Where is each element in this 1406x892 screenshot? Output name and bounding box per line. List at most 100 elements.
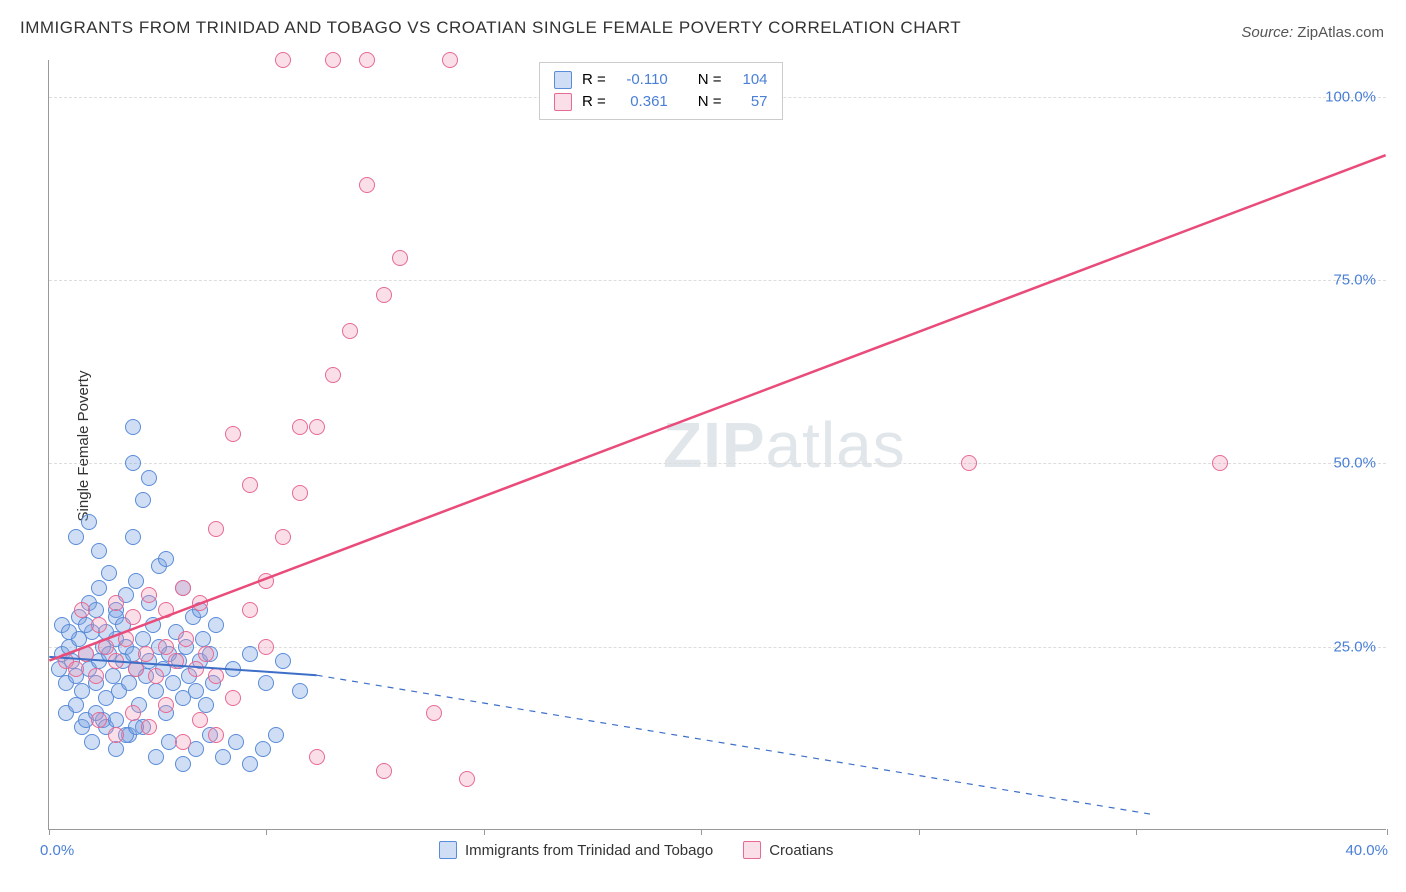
data-point [292,683,308,699]
legend-label: Croatians [769,842,833,859]
data-point [91,712,107,728]
data-point [108,712,124,728]
data-point [98,639,114,655]
data-point [225,426,241,442]
data-point [118,631,134,647]
source-attribution: Source: ZipAtlas.com [1241,24,1384,41]
data-point [376,763,392,779]
data-point [275,52,291,68]
data-point [292,485,308,501]
data-point [258,573,274,589]
data-point [292,419,308,435]
gridline [49,280,1386,281]
legend-swatch [439,841,457,859]
data-point [141,587,157,603]
data-point [101,565,117,581]
data-point [359,52,375,68]
r-value: 0.361 [616,91,668,113]
legend-item: Croatians [743,841,833,859]
data-point [125,609,141,625]
data-point [135,492,151,508]
legend-item: Immigrants from Trinidad and Tobago [439,841,713,859]
data-point [376,287,392,303]
data-point [392,250,408,266]
x-axis-first-label: 0.0% [40,842,74,859]
data-point [192,595,208,611]
data-point [208,617,224,633]
data-point [141,470,157,486]
data-point [125,529,141,545]
data-point [426,705,442,721]
data-point [78,646,94,662]
y-tick-label: 100.0% [1325,88,1376,105]
data-point [198,697,214,713]
source-value: ZipAtlas.com [1297,24,1384,41]
data-point [165,675,181,691]
data-point [208,668,224,684]
data-point [359,177,375,193]
legend-row: R =0.361N =57 [554,91,768,113]
data-point [309,749,325,765]
data-point [68,661,84,677]
data-point [228,734,244,750]
x-tick-mark [701,829,702,835]
data-point [105,668,121,684]
data-point [242,477,258,493]
trend-lines [49,60,1386,829]
correlation-legend: R =-0.110N =104R =0.361N =57 [539,62,783,120]
r-label: R = [582,69,606,91]
chart-title: IMMIGRANTS FROM TRINIDAD AND TOBAGO VS C… [20,18,961,38]
data-point [1212,455,1228,471]
legend-swatch [554,71,572,89]
data-point [168,653,184,669]
data-point [128,573,144,589]
data-point [275,529,291,545]
series-legend: Immigrants from Trinidad and Tobago Croat… [439,841,833,859]
data-point [258,675,274,691]
data-point [148,683,164,699]
data-point [148,749,164,765]
data-point [175,734,191,750]
data-point [309,419,325,435]
data-point [91,580,107,596]
data-point [125,705,141,721]
watermark-bold: ZIP [663,409,766,481]
data-point [125,419,141,435]
legend-swatch [743,841,761,859]
data-point [961,455,977,471]
plot-area: ZIPatlas 25.0%50.0%75.0%100.0% R =-0.110… [48,60,1386,830]
data-point [192,712,208,728]
legend-row: R =-0.110N =104 [554,69,768,91]
data-point [178,631,194,647]
y-tick-label: 50.0% [1333,455,1376,472]
data-point [125,455,141,471]
data-point [108,595,124,611]
y-tick-label: 75.0% [1333,272,1376,289]
data-point [255,741,271,757]
legend-swatch [554,93,572,111]
data-point [108,653,124,669]
n-value: 104 [732,69,768,91]
x-tick-mark [919,829,920,835]
data-point [148,668,164,684]
data-point [175,756,191,772]
data-point [198,646,214,662]
data-point [442,52,458,68]
x-tick-mark [1387,829,1388,835]
data-point [225,661,241,677]
data-point [188,683,204,699]
data-point [215,749,231,765]
y-tick-label: 25.0% [1333,638,1376,655]
data-point [275,653,291,669]
n-value: 57 [732,91,768,113]
data-point [141,719,157,735]
x-axis-last-label: 40.0% [1345,842,1388,859]
legend-label: Immigrants from Trinidad and Tobago [465,842,713,859]
data-point [208,727,224,743]
data-point [68,529,84,545]
n-label: N = [698,69,722,91]
r-label: R = [582,91,606,113]
data-point [135,631,151,647]
data-point [158,602,174,618]
x-tick-mark [1136,829,1137,835]
